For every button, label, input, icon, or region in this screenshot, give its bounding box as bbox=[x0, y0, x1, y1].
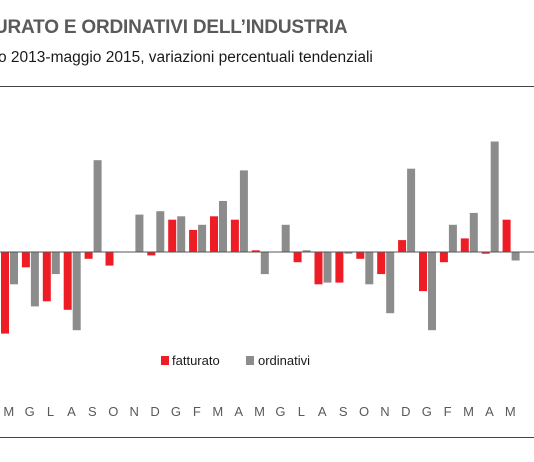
x-tick-label: O bbox=[359, 404, 370, 419]
bar-fatturato-10 bbox=[210, 216, 218, 252]
legend-label-fatturato: fatturato bbox=[172, 353, 220, 368]
bar-ordinativi-4 bbox=[93, 160, 102, 252]
bar-ordinativi-13 bbox=[281, 224, 290, 252]
bar-fatturato-2 bbox=[42, 252, 51, 302]
x-tick-label: M bbox=[3, 404, 14, 419]
bar-fatturato-0 bbox=[1, 252, 9, 334]
x-tick-label: A bbox=[67, 404, 76, 419]
bar-fatturato-14 bbox=[293, 252, 302, 263]
bar-fatturato-21 bbox=[439, 252, 448, 263]
bar-ordinativi-6 bbox=[135, 214, 144, 252]
x-tick-label: G bbox=[25, 404, 36, 419]
legend-swatch-fatturato bbox=[161, 356, 169, 365]
x-tick-label: D bbox=[401, 404, 411, 419]
chart-subtitle: o 2013-maggio 2015, variazioni percentua… bbox=[0, 49, 373, 66]
bar-ordinativi-12 bbox=[260, 252, 269, 275]
bar-ordinativi-23 bbox=[490, 141, 499, 252]
bar-ordinativi-1 bbox=[30, 252, 39, 307]
x-tick-label: G bbox=[275, 404, 286, 419]
bar-fatturato-20 bbox=[419, 252, 427, 292]
x-tick-label: A bbox=[234, 404, 243, 419]
bar-ordinativi-19 bbox=[407, 168, 416, 252]
bar-ordinativi-22 bbox=[469, 212, 478, 252]
bar-ordinativi-21 bbox=[448, 224, 457, 252]
bars-group bbox=[1, 141, 520, 334]
bar-ordinativi-11 bbox=[239, 170, 248, 252]
x-tick-label: F bbox=[193, 404, 201, 419]
bar-ordinativi-24 bbox=[511, 252, 520, 261]
bar-fatturato-19 bbox=[398, 240, 407, 252]
legend-swatch-ordinativi bbox=[246, 356, 254, 365]
bar-fatturato-9 bbox=[189, 229, 198, 252]
bar-fatturato-5 bbox=[105, 252, 114, 266]
bar-fatturato-4 bbox=[84, 252, 93, 259]
bar-ordinativi-15 bbox=[323, 252, 332, 283]
bar-ordinativi-14 bbox=[302, 250, 311, 252]
x-tick-label: D bbox=[150, 404, 160, 419]
x-tick-label: M bbox=[505, 404, 516, 419]
bar-fatturato-22 bbox=[460, 238, 469, 252]
x-tick-label: S bbox=[339, 404, 348, 419]
bar-fatturato-7 bbox=[147, 252, 156, 256]
bar-fatturato-16 bbox=[335, 252, 344, 283]
bar-fatturato-11 bbox=[230, 219, 239, 252]
bar-fatturato-24 bbox=[502, 219, 511, 252]
bottom-rule bbox=[0, 437, 534, 438]
bar-ordinativi-3 bbox=[72, 252, 81, 331]
x-tick-label: A bbox=[318, 404, 327, 419]
x-tick-label: L bbox=[298, 404, 306, 419]
bar-fatturato-17 bbox=[356, 252, 365, 259]
bar-ordinativi-18 bbox=[386, 252, 395, 314]
bar-ordinativi-10 bbox=[219, 201, 227, 252]
bar-ordinativi-20 bbox=[428, 252, 436, 331]
chart-title: URATO E ORDINATIVI DELL’INDUSTRIA bbox=[0, 17, 348, 38]
bar-ordinativi-17 bbox=[365, 252, 374, 285]
x-tick-label: M bbox=[254, 404, 265, 419]
top-rule bbox=[0, 86, 534, 87]
x-tick-label: O bbox=[108, 404, 119, 419]
legend: fatturato ordinativi bbox=[161, 353, 310, 368]
x-tick-label: M bbox=[212, 404, 223, 419]
bar-ordinativi-9 bbox=[198, 224, 207, 252]
bar-fatturato-23 bbox=[481, 252, 490, 254]
bar-fatturato-15 bbox=[314, 252, 323, 285]
x-tick-label: M bbox=[463, 404, 474, 419]
x-tick-label: S bbox=[88, 404, 97, 419]
x-tick-label: F bbox=[444, 404, 452, 419]
bar-fatturato-1 bbox=[21, 252, 30, 268]
x-tick-label: L bbox=[47, 404, 55, 419]
bar-ordinativi-2 bbox=[51, 252, 60, 275]
x-tick-label: G bbox=[422, 404, 433, 419]
bar-fatturato-12 bbox=[251, 250, 260, 252]
bar-ordinativi-8 bbox=[177, 216, 186, 252]
x-tick-label: N bbox=[129, 404, 139, 419]
bar-ordinativi-0 bbox=[10, 252, 18, 285]
x-tick-label: A bbox=[485, 404, 494, 419]
legend-label-ordinativi: ordinativi bbox=[258, 353, 310, 368]
bar-ordinativi-16 bbox=[344, 252, 353, 254]
bar-fatturato-8 bbox=[168, 219, 177, 252]
bar-ordinativi-7 bbox=[156, 211, 165, 252]
bar-fatturato-3 bbox=[63, 252, 72, 310]
x-tick-label: G bbox=[171, 404, 182, 419]
bar-fatturato-18 bbox=[377, 252, 386, 275]
x-tick-label: N bbox=[380, 404, 390, 419]
